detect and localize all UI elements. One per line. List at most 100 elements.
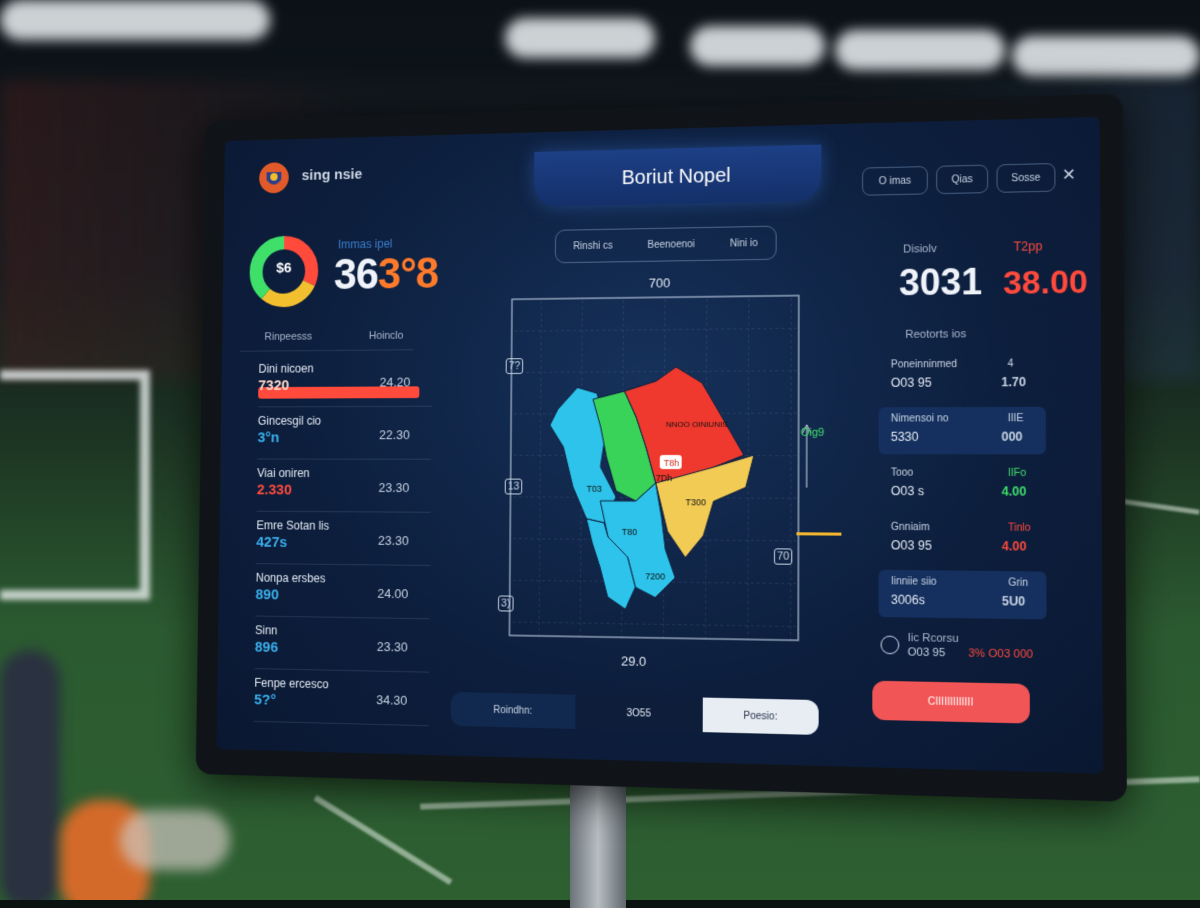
stat-row[interactable]: Nonpa ersbes89024.00	[218, 570, 425, 622]
score-row-right-value: 1.70	[1001, 375, 1026, 390]
score-row-right-label: Grin	[1008, 577, 1028, 589]
stat-row[interactable]: Gincesgil cio3°n22.30	[220, 414, 426, 463]
right-label-right: T2pp	[1013, 239, 1042, 254]
divider	[255, 616, 429, 620]
score-row[interactable]: Poneinninmed 4 O03 95 1.70	[878, 352, 1045, 400]
filter-pill-3[interactable]: Nini io	[730, 238, 758, 249]
region-label: T80	[622, 527, 638, 537]
monitor-stand	[570, 768, 626, 908]
score-row-right-label: IIIE	[1008, 413, 1024, 424]
floodlight	[0, 0, 270, 40]
score-row-right-value: 4.00	[1002, 539, 1027, 554]
score-row-right-value: 4.00	[1002, 484, 1027, 499]
stat-row[interactable]: Sinn 896 23.30	[218, 623, 425, 676]
segmented-control: Roindhn: 3O55 Poesio:	[451, 692, 819, 735]
segment-1[interactable]: Roindhn:	[451, 692, 576, 729]
stat-label: Gincesgil cio	[258, 414, 321, 428]
floodlight	[690, 26, 825, 66]
footer-value: O03 95	[908, 646, 946, 659]
score-row[interactable]: GnniaimTinloO03 954.00	[878, 515, 1046, 564]
score-row[interactable]: ToooIIFoO03 s4.00	[878, 461, 1046, 509]
right-label-left: Disiolv	[903, 243, 937, 256]
divider	[254, 721, 429, 726]
segment-3[interactable]: Poesio:	[703, 698, 819, 735]
score-row-right-label: Tinlo	[1008, 522, 1031, 534]
segment-2[interactable]: 3O55	[575, 695, 703, 732]
right-stat-list: Poneinninmed4O03 951.70Nimensoi noIIIE53…	[225, 117, 1100, 141]
divider	[258, 406, 432, 408]
score-row-right-label: 4	[1008, 358, 1014, 369]
footer-label: Iic Rcorsu	[908, 632, 959, 645]
top-button-2[interactable]: Qias	[936, 165, 988, 195]
info-icon[interactable]	[881, 636, 900, 655]
score-row-value: 3006s	[891, 593, 925, 608]
side-indicator: Oig9	[801, 427, 825, 439]
score-row[interactable]: Nimensoi no IIIE 5330 000	[878, 407, 1045, 455]
region-badge: T8h	[664, 458, 680, 468]
stat-row[interactable]: Fenpe ercesco5?°34.30	[217, 675, 424, 729]
gauge-label: Immas ipel	[338, 237, 393, 252]
score-row-label: Nimensoi no	[891, 413, 949, 424]
score-row[interactable]: Iinniie siio Grin 3006s 5U0	[878, 570, 1046, 620]
big-number: 363°8	[334, 250, 439, 300]
stat-right-value: 24.00	[377, 586, 408, 601]
region-label: 7200	[645, 571, 665, 582]
divider	[256, 563, 430, 566]
score-row-right-label: IIFo	[1008, 468, 1026, 479]
region-map: T03 NNOO OINIUNIS T300 T80 7200 T8h 7Dh	[498, 285, 828, 651]
map-bottom-label: 29.0	[621, 653, 646, 669]
stat-value: 7320	[258, 377, 289, 394]
score-row-label: Tooo	[891, 467, 913, 478]
stat-label: Dini nicoen	[258, 362, 313, 376]
gauge-center-value: $6	[267, 260, 301, 277]
stat-value: 5?°	[254, 692, 276, 709]
action-button[interactable]: CIIIIIIIIIIIII	[872, 681, 1030, 724]
stat-right-value: 23.30	[377, 639, 408, 654]
tab-b[interactable]: Hoinclo	[369, 330, 404, 342]
score-row-value: O03 95	[891, 375, 932, 389]
footer-value-red: 3% O03 000	[968, 647, 1033, 661]
axis-left-label-3: 3)	[498, 595, 513, 611]
side-indicator-bar	[796, 532, 841, 535]
score-row-right-value: 000	[1001, 430, 1022, 444]
close-icon[interactable]: ✕	[1062, 165, 1076, 186]
stat-row[interactable]: Emre Sotan lis427s23.30	[219, 518, 426, 569]
right-sub-label: Reotorts ios	[905, 328, 966, 341]
score-left: 3031	[899, 260, 982, 304]
spectator	[120, 810, 230, 870]
score-row-right-value: 5U0	[1002, 594, 1025, 609]
score-row-label: Gnniaim	[891, 522, 930, 534]
stat-label: Sinn	[255, 623, 278, 637]
spectator	[0, 650, 60, 900]
filter-pill-1[interactable]: Rinshi cs	[573, 240, 613, 252]
stat-row[interactable]: Viai oniren2.33023.30	[220, 466, 427, 516]
tab-a[interactable]: Rinpeesss	[264, 331, 312, 343]
score-row-value: 5330	[891, 430, 919, 444]
stat-label: Emre Sotan lis	[256, 518, 329, 532]
stat-right-value: 24.20	[380, 375, 411, 390]
stat-row[interactable]: Dini nicoen7320 24.20	[221, 361, 427, 411]
stat-label: Fenpe ercesco	[254, 676, 328, 691]
filter-bar: Rinshi cs Beenoenoi Nini io	[555, 226, 777, 264]
axis-right-label: 70	[774, 548, 793, 564]
filter-pill-2[interactable]: Beenoenoi	[647, 239, 694, 251]
top-button-3[interactable]: Sosse	[996, 163, 1055, 193]
stat-value: 2.330	[257, 482, 292, 499]
axis-left-label-1: 7?	[506, 358, 524, 374]
region-label: T300	[685, 497, 706, 507]
floodlight	[835, 30, 1005, 70]
stat-label: Nonpa ersbes	[256, 571, 326, 585]
score-right: 38.00	[1003, 263, 1088, 302]
score-row-label: Iinniie siio	[891, 576, 937, 588]
divider	[257, 459, 431, 460]
stat-value: 896	[255, 639, 278, 656]
stat-value: 427s	[256, 534, 287, 551]
dashboard-screen: sing nsie Boriut Nopel O imas Qias Sosse…	[216, 117, 1103, 774]
divider	[240, 349, 413, 351]
score-row-label: Poneinninmed	[891, 359, 957, 371]
region-badge-2: 7Dh	[656, 473, 673, 483]
stat-value: 3°n	[258, 430, 280, 446]
goal-post	[0, 370, 150, 600]
top-button-1[interactable]: O imas	[862, 166, 928, 196]
app-title: sing nsie	[302, 166, 363, 184]
